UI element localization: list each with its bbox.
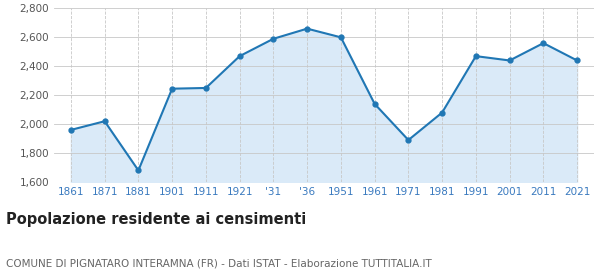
Text: Popolazione residente ai censimenti: Popolazione residente ai censimenti <box>6 212 306 227</box>
Text: COMUNE DI PIGNATARO INTERAMNA (FR) - Dati ISTAT - Elaborazione TUTTITALIA.IT: COMUNE DI PIGNATARO INTERAMNA (FR) - Dat… <box>6 258 432 268</box>
